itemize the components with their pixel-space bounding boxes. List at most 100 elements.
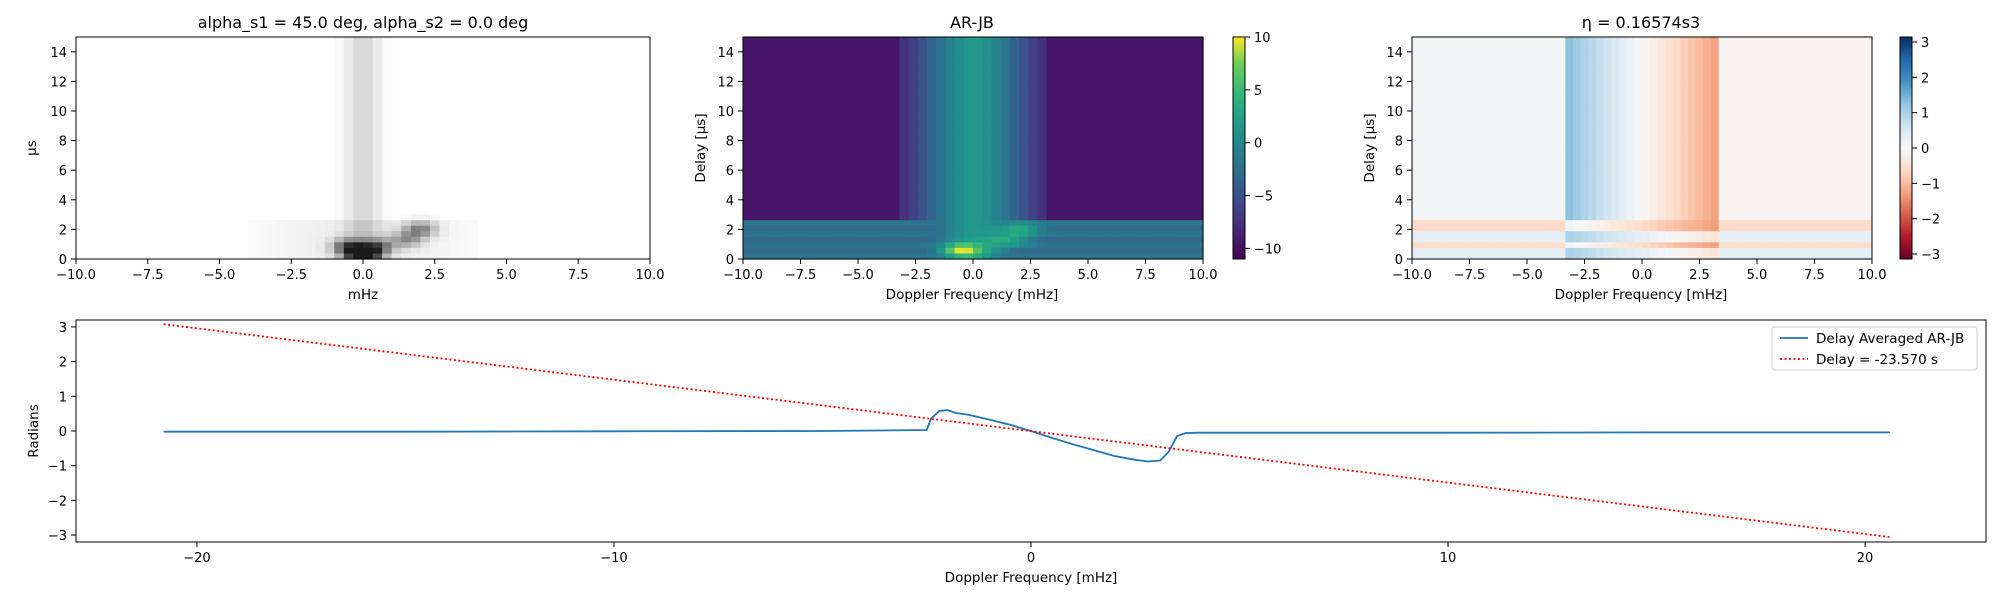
panel-3-cell [1803,114,1812,121]
panel-2-cell [844,153,854,160]
panel-3-cell [1527,37,1536,44]
panel-3-cell [1826,114,1835,121]
panel-3-cell [1772,64,1781,71]
panel-1-cell [315,247,326,255]
panel-3-cell [1757,136,1766,144]
panel-2-cell [1101,247,1112,255]
panel-3-cell [1634,164,1643,171]
panel-2-cell [890,153,900,160]
panel-3-cell [1626,231,1635,238]
panel-2-cell [1028,92,1038,99]
panel-3-cell [1803,64,1812,71]
panel-3-cell [1741,136,1750,144]
panel-2-cell [789,42,799,49]
panel-3-cell [1757,242,1766,249]
panel-3-cell [1757,192,1766,199]
panel-3-cell [1826,86,1835,94]
panel-3-cell [1596,70,1605,77]
panel-2-cell [1184,209,1195,216]
panel-2-cell [1046,164,1057,171]
panel-3-cell [1803,192,1812,199]
panel-4-ytick-label: 2 [59,356,67,371]
panel-3-cell [1465,192,1474,199]
panel-3-cell [1780,175,1789,182]
panel-3-cell [1634,70,1643,77]
panel-2-cell [1046,103,1057,110]
panel-3-cell [1458,75,1467,82]
panel-1-cell [363,192,374,199]
panel-3-cell [1749,164,1758,171]
panel-3-cell [1473,109,1482,116]
panel-2-cell [963,114,974,121]
panel-2-cell [1092,53,1103,60]
panel-3-cell [1772,231,1781,238]
panel-3-cell [1734,37,1743,44]
panel-2-cell [835,53,845,60]
panel-2-cell [881,48,891,55]
panel-3-cell [1565,59,1574,66]
panel-2-cell [1092,209,1103,216]
panel-3-cell [1833,42,1842,49]
panel-2-cell [844,109,854,116]
panel-2-cell [743,109,753,116]
panel-3-cell [1695,131,1704,138]
panel-3-cell [1787,48,1796,55]
panel-2-cell [954,209,965,216]
panel-3-cell [1519,109,1528,116]
panel-2-cell [1193,98,1204,105]
panel-3-cell [1833,192,1842,199]
panel-2-cell [1138,103,1149,110]
panel-3-cell [1649,197,1658,205]
panel-2-cell [1037,114,1048,121]
panel-3-cell [1611,203,1620,210]
panel-2-cell [761,181,772,188]
panel-3-cell [1688,225,1697,232]
panel-1-cell [353,231,364,238]
panel-2-cell [743,142,753,149]
panel-3-cell [1711,92,1720,99]
panel-2-cell [871,92,882,99]
panel-3-cell [1504,120,1513,127]
panel-1-cell [372,209,383,216]
panel-1-cell [391,253,402,260]
panel-3-cell [1458,109,1467,116]
panel-3-cell [1787,164,1796,171]
panel-3-cell [1818,242,1827,249]
panel-2-cell [844,136,854,144]
panel-3-cell [1580,53,1589,60]
panel-3-cell [1757,109,1766,116]
panel-2-cell [770,81,781,88]
panel-2-cell [1074,164,1084,171]
panel-2-cell [991,136,1002,144]
panel-2-cell [1147,86,1158,94]
panel-3-cell [1826,148,1835,155]
panel-3-cell [1542,48,1551,55]
panel-3-cell [1864,159,1873,166]
panel-2-cell [1111,131,1121,138]
panel-2-cell [890,86,900,94]
panel-3-cell [1419,131,1428,138]
panel-2-cell [816,164,827,171]
panel-3-cell [1626,170,1635,177]
panel-3-cell [1603,92,1612,99]
panel-1-cell [334,42,345,49]
panel-2-cell [761,192,772,199]
panel-3-cell [1734,203,1743,210]
panel-3-cell [1642,209,1651,216]
panel-3-cell [1841,220,1850,227]
panel-3-cell [1573,247,1582,255]
panel-3-cell [1711,203,1720,210]
panel-2-cell [1166,186,1176,193]
panel-2-cell [1092,103,1103,110]
panel-2-cell [816,131,827,138]
panel-2-cell [825,164,836,171]
panel-2-cell [1074,125,1084,132]
panel-2-cell [844,120,854,127]
panel-3-cell [1565,103,1574,110]
panel-2-cell [954,253,965,260]
panel-1-cell [334,253,345,260]
panel-2-cell [945,186,956,193]
panel-3-cell [1741,214,1750,221]
panel-2-cell [807,247,818,255]
